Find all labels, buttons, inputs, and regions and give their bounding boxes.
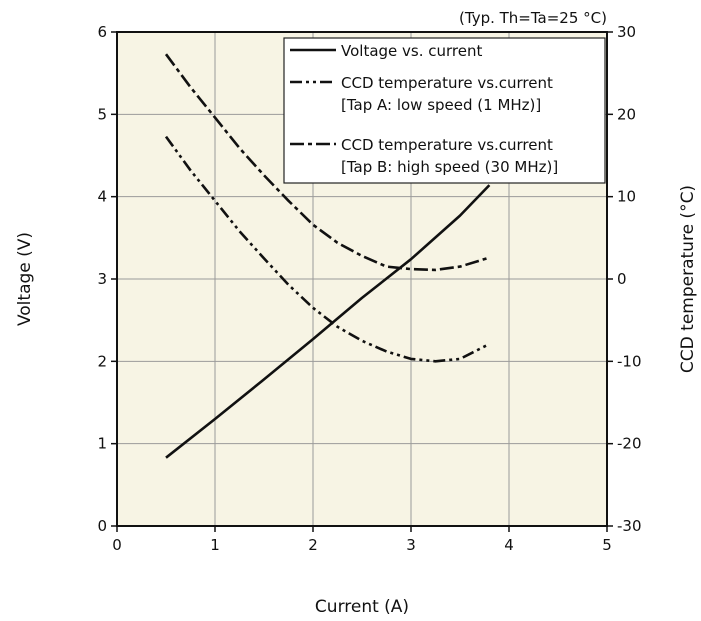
x-tick-label: 0 [112,536,122,554]
series-line-1 [164,135,490,363]
y-tick-label: 4 [97,188,107,206]
y2-tick-label: 30 [617,23,636,41]
legend: Voltage vs. current CCD temperature vs.c… [283,37,606,184]
y2-tick-label: 0 [617,270,627,288]
y-tick-label: 1 [97,435,107,453]
y-axis-title: Voltage (V) [15,232,35,326]
y2-tick-label: -30 [617,517,642,535]
y-tick-label: 5 [97,105,107,123]
series-layer [164,53,491,459]
legend-label-tap-b-line2: [Tap B: high speed (30 MHz)] [341,158,558,176]
legend-label-voltage: Voltage vs. current [341,42,482,60]
y2-tick-label: -20 [617,435,642,453]
x-tick-label: 5 [602,536,612,554]
x-tick-label: 1 [210,536,220,554]
y2-tick-label: -10 [617,352,642,370]
x-tick-label: 3 [406,536,416,554]
legend-label-tap-a: CCD temperature vs.current [341,74,553,92]
series-line-2 [164,53,490,272]
legend-box [283,37,606,184]
x-tick-label: 4 [504,536,514,554]
y2-axis-title: CCD temperature (°C) [678,185,698,373]
legend-label-tap-b: CCD temperature vs.current [341,136,553,154]
y-tick-label: 2 [97,352,107,370]
x-tick-label: 2 [308,536,318,554]
y2-tick-label: 10 [617,188,636,206]
y-tick-label: 3 [97,270,107,288]
y-tick-label: 0 [97,517,107,535]
legend-label-tap-a-line2: [Tap A: low speed (1 MHz)] [341,96,541,114]
tick-layer: 0 1 2 3 4 5 0 1 2 3 4 5 6 -30 -20 -10 0 10 20 30 [97,23,641,554]
y-tick-label: 6 [97,23,107,41]
x-axis-title: Current (A) [315,597,409,617]
series-line-0 [165,184,491,459]
chart-note: (Typ. Th=Ta=25 °C) [459,9,607,27]
y2-tick-label: 20 [617,105,636,123]
